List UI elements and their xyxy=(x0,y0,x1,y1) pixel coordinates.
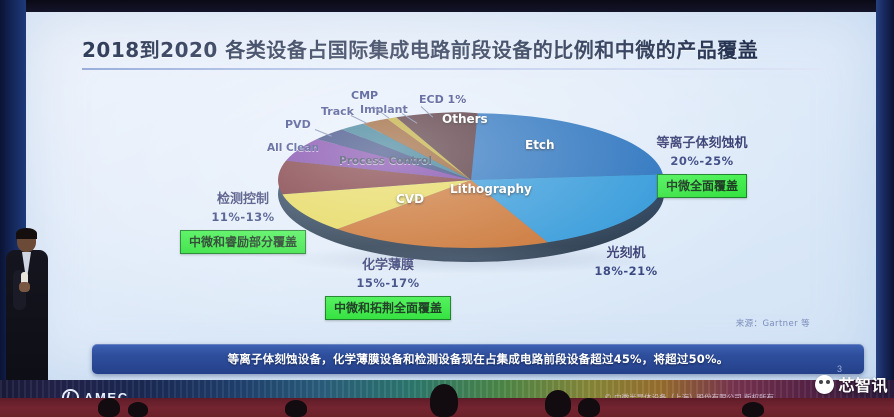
plasma-etch-coverage-badge: 中微全面覆盖 xyxy=(656,174,747,198)
sector-ecd xyxy=(378,112,471,180)
slide-title-block: 2018到2020 各类设备占国际集成电路前段设备的比例和中微的产品覆盖 xyxy=(82,34,842,70)
pie-drop-shadow xyxy=(281,244,661,274)
sector-cmp xyxy=(347,112,471,180)
slice-label-others: Others xyxy=(442,112,488,126)
slice-label-implant: Implant xyxy=(360,103,408,116)
pie-chart: Etch Lithography CVD Process Control Oth… xyxy=(267,89,671,284)
plasma-etch-callout-title: 等离子体刻蚀机 xyxy=(656,136,748,151)
chemical-film-callout: 化学薄膜 15%-17% 中微和拓荆全面覆盖 xyxy=(288,254,488,320)
source-note: 来源：Gartner 等 xyxy=(735,319,810,329)
audience-head xyxy=(285,400,307,417)
speaker-shirt xyxy=(22,252,31,276)
summary-banner: 等离子体刻蚀设备，化学薄膜设备和检测设备现在占集成电路前段设备超过45%，将超过… xyxy=(92,344,864,374)
page-title: 2018到2020 各类设备占国际集成电路前段设备的比例和中微的产品覆盖 xyxy=(82,38,759,62)
slice-label-cmp: CMP xyxy=(351,89,379,102)
chemical-film-coverage-badge: 中微和拓荆全面覆盖 xyxy=(324,296,451,320)
speaker-hand xyxy=(19,282,30,292)
lithography-callout-title: 光刻机 xyxy=(606,246,646,261)
chemical-film-callout-percent: 15%-17% xyxy=(356,276,420,290)
leader-line-track xyxy=(350,115,368,124)
slice-label-etch: Etch xyxy=(525,138,555,152)
sector-track xyxy=(297,121,471,180)
right-wall-panel xyxy=(876,0,894,380)
sector-cvd xyxy=(316,180,548,248)
chemical-film-callout-title: 化学薄膜 xyxy=(361,258,414,273)
slice-label-track: Track xyxy=(321,105,354,118)
slide-page-number: 3 xyxy=(836,364,842,374)
slice-label-pvd: PVD xyxy=(285,118,311,131)
process-control-callout-percent: 11%-13% xyxy=(211,210,275,224)
audience-head xyxy=(430,384,458,417)
lithography-callout: 光刻机 18%-21% xyxy=(546,242,706,278)
slice-label-process-control: Process Control xyxy=(339,155,432,167)
process-control-callout-title: 检测控制 xyxy=(216,192,269,207)
sector-pvd xyxy=(279,133,471,180)
pie-sectors xyxy=(278,112,664,248)
speaker-hair xyxy=(16,228,37,239)
audience-head xyxy=(578,398,600,417)
watermark-text: 芯智讯 xyxy=(838,376,888,395)
audience-head xyxy=(98,398,120,417)
slice-label-lithography: Lithography xyxy=(450,182,532,196)
title-underline xyxy=(82,68,824,70)
process-control-callout: 检测控制 11%-13% 中微和睿励部分覆盖 xyxy=(148,188,338,254)
sector-implant xyxy=(320,115,471,180)
projected-slide: 2018到2020 各类设备占国际集成电路前段设备的比例和中微的产品覆盖 xyxy=(26,12,876,380)
audience-head xyxy=(742,402,764,417)
slice-label-all-clean: All Clean xyxy=(267,142,319,154)
sector-all-clean xyxy=(278,160,471,195)
speaker-figure xyxy=(4,228,50,380)
watermark-badge-icon xyxy=(815,374,835,394)
sector-lithography xyxy=(471,174,664,243)
audience-head xyxy=(128,402,148,417)
pie-svg xyxy=(278,112,664,248)
process-control-coverage-badge: 中微和睿励部分覆盖 xyxy=(179,230,306,254)
copyright-text: © 中微半导体设备（上海）股份有限公司 版权所有 xyxy=(604,392,774,403)
audience-head xyxy=(545,390,571,417)
plasma-etch-callout: 等离子体刻蚀机 20%-25% 中微全面覆盖 xyxy=(612,132,792,198)
sector-others xyxy=(390,112,478,180)
slice-label-ecd: ECD 1% xyxy=(419,93,467,106)
ceiling-band xyxy=(0,0,894,12)
plasma-etch-callout-percent: 20%-25% xyxy=(670,154,734,168)
lithography-callout-percent: 18%-21% xyxy=(594,264,658,278)
sector-process-control xyxy=(279,180,471,237)
pie-top-face xyxy=(278,112,664,248)
microphone-icon xyxy=(21,272,28,287)
sector-etch xyxy=(471,113,663,180)
slice-label-cvd: CVD xyxy=(396,192,425,206)
channel-watermark: 芯智讯 xyxy=(815,372,888,396)
summary-banner-text: 等离子体刻蚀设备，化学薄膜设备和检测设备现在占集成电路前段设备超过45%，将超过… xyxy=(227,352,729,366)
